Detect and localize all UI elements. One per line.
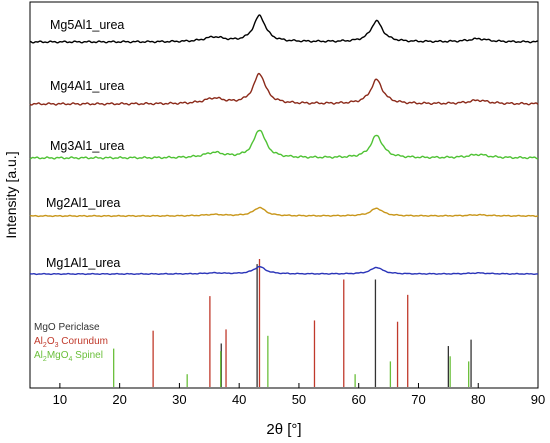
series-label-mg1al1-urea: Mg1Al1_urea bbox=[46, 256, 120, 270]
series-label-mg3al1-urea: Mg3Al1_urea bbox=[50, 139, 124, 153]
series-line-mg4al1-urea bbox=[29, 72, 539, 106]
x-tick-label-70: 70 bbox=[411, 392, 425, 407]
x-tick-label-20: 20 bbox=[112, 392, 126, 407]
legend-entry-al2o3-corundum: Al2O3 Corundum bbox=[34, 336, 108, 349]
x-tick-label-60: 60 bbox=[351, 392, 365, 407]
series-line-mg2al1-urea bbox=[29, 206, 539, 218]
x-axis-label: 2θ [°] bbox=[266, 421, 301, 438]
x-tick-label-30: 30 bbox=[172, 392, 186, 407]
x-axis: 10 20 30 40 50 60 70 80 90 bbox=[53, 383, 545, 407]
x-tick-label-50: 50 bbox=[292, 392, 306, 407]
series-line-mg5al1-urea bbox=[30, 14, 538, 44]
x-tick-label-80: 80 bbox=[471, 392, 485, 407]
series-label-mg2al1-urea: Mg2Al1_urea bbox=[46, 196, 120, 210]
series-lines bbox=[29, 14, 539, 276]
series-line-mg1al1-urea bbox=[29, 265, 539, 276]
y-axis-label: Intensity [a.u.] bbox=[3, 151, 19, 238]
series-label-mg5al1-urea: Mg5Al1_urea bbox=[50, 18, 124, 32]
reference-lines bbox=[113, 259, 472, 387]
series-labels: Mg5Al1_urea Mg4Al1_urea Mg3Al1_urea Mg2Al1_… bbox=[46, 18, 124, 270]
x-tick-label-10: 10 bbox=[53, 392, 67, 407]
plot-area bbox=[29, 1, 539, 389]
legend-entry-al2mgo4-spinel: Al2MgO4 Spinel bbox=[34, 350, 103, 363]
legend: MgO Periclase Al2O3 Corundum Al2MgO4 Spi… bbox=[34, 322, 108, 363]
series-label-mg4al1-urea: Mg4Al1_urea bbox=[50, 79, 124, 93]
x-tick-label-40: 40 bbox=[232, 392, 246, 407]
x-tick-label-90: 90 bbox=[531, 392, 545, 407]
series-line-mg3al1-urea bbox=[29, 129, 539, 160]
legend-entry-mgo-periclase: MgO Periclase bbox=[34, 322, 100, 333]
plot-frame bbox=[29, 1, 539, 389]
